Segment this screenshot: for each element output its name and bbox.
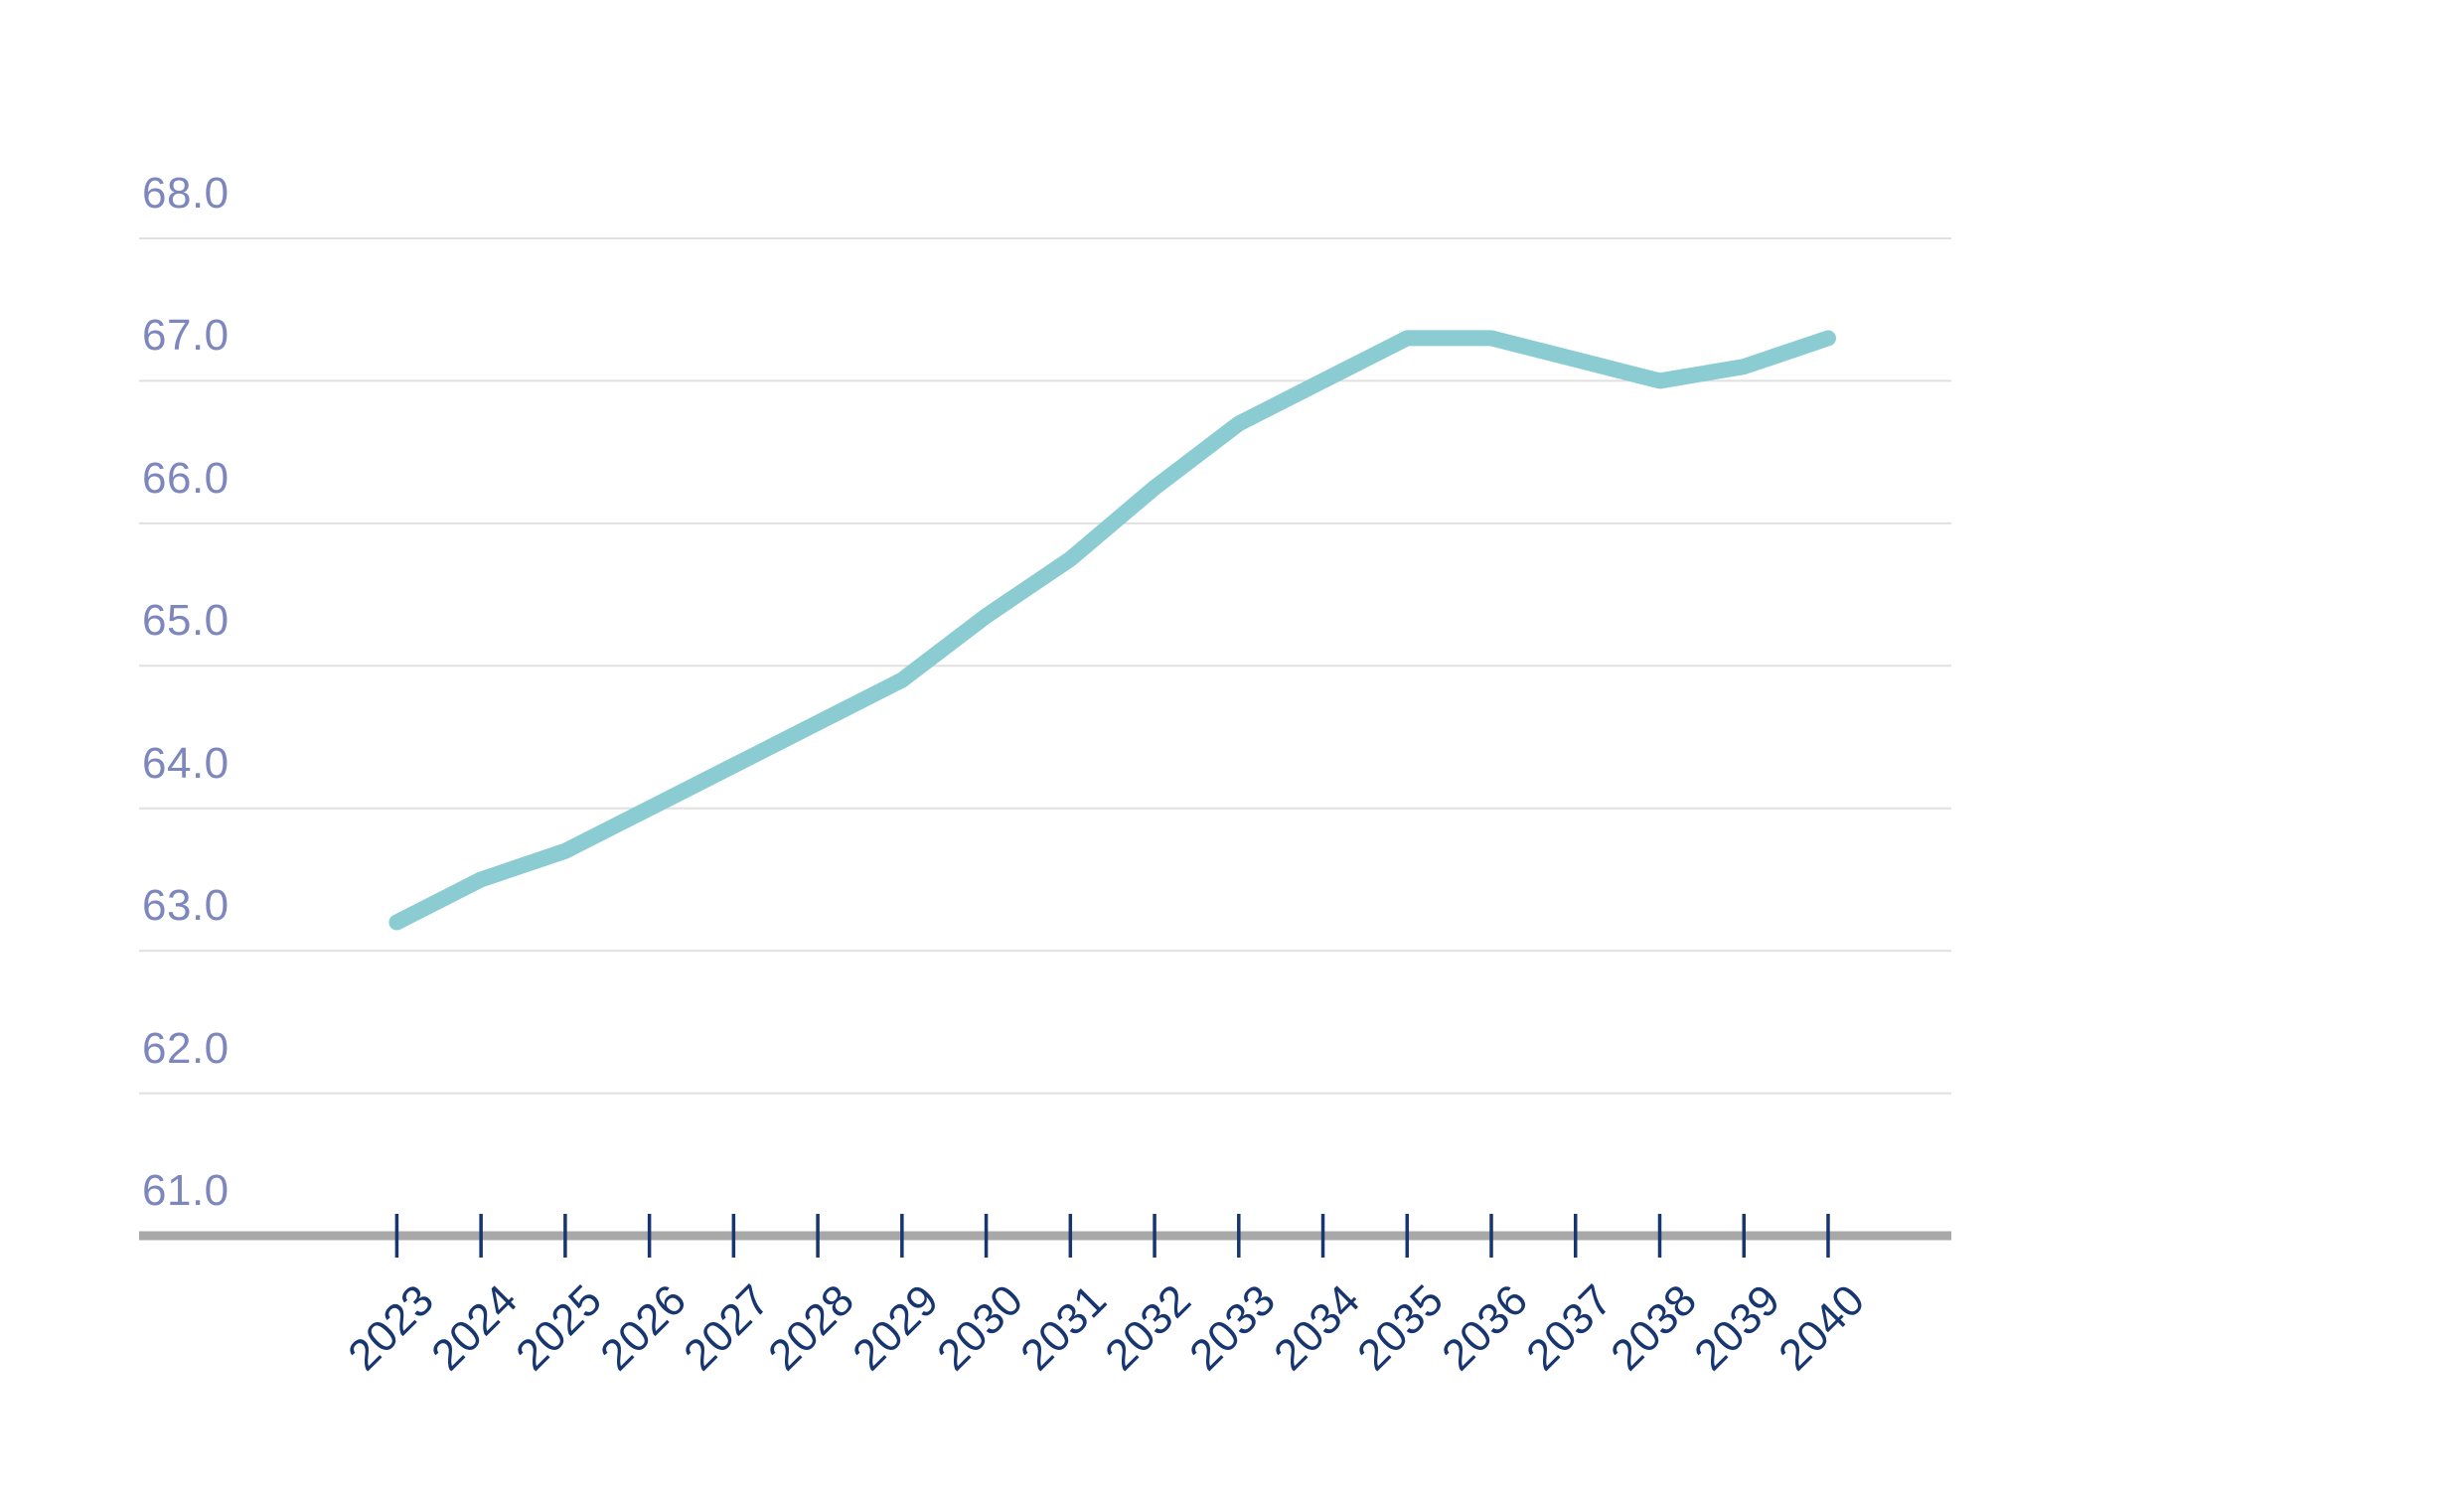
y-axis-label: 67.0 bbox=[142, 311, 230, 361]
series-polyline bbox=[388, 330, 1836, 931]
x-axis-ticks bbox=[394, 1214, 1830, 1258]
gridlines bbox=[139, 237, 1951, 1095]
data-series-line bbox=[388, 330, 1836, 931]
y-axis-label: 61.0 bbox=[142, 1166, 230, 1215]
y-axis-label: 68.0 bbox=[142, 169, 230, 218]
x-axis-line bbox=[139, 1231, 1951, 1241]
y-axis-label: 65.0 bbox=[142, 596, 230, 646]
y-axis-label: 62.0 bbox=[142, 1023, 230, 1073]
y-axis-label: 64.0 bbox=[142, 738, 230, 788]
y-axis-label: 63.0 bbox=[142, 881, 230, 931]
x-axis-bar bbox=[139, 1231, 1951, 1241]
y-axis-label: 66.0 bbox=[142, 453, 230, 503]
